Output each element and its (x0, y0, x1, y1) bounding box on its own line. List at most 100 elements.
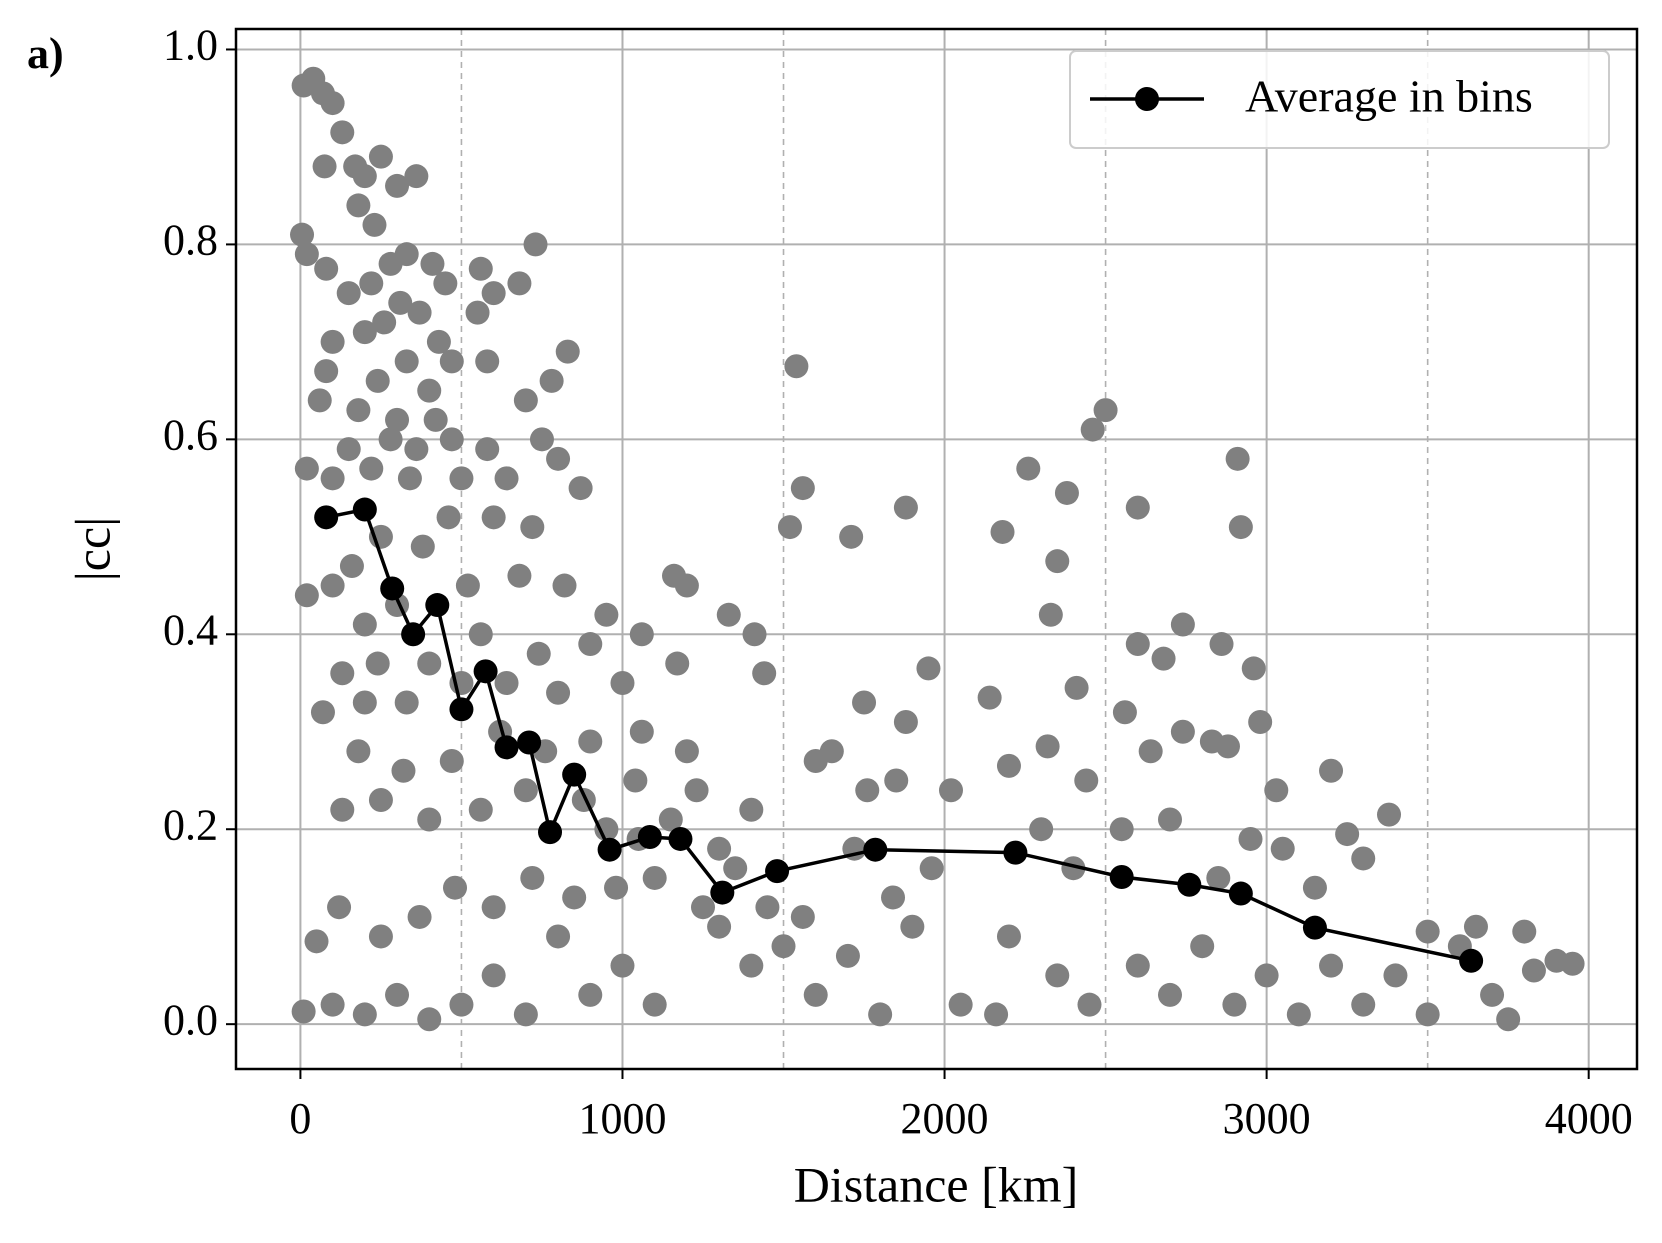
scatter-point (439, 349, 464, 374)
scatter-point (1016, 456, 1041, 481)
scatter-point (1335, 822, 1360, 847)
scatter-point (1319, 758, 1344, 783)
scatter-point (1109, 817, 1134, 842)
scatter-point (1270, 836, 1295, 861)
scatter-point (546, 446, 571, 471)
scatter-point (1038, 602, 1063, 627)
scatter-point (755, 895, 780, 920)
scatter-point (642, 865, 667, 890)
legend-marker (1135, 87, 1159, 111)
scatter-point (320, 573, 345, 598)
scatter-point (1158, 982, 1182, 1007)
scatter-point (385, 982, 410, 1007)
scatter-point (562, 885, 587, 910)
scatter-point (312, 154, 337, 179)
y-tick-label: 1.0 (163, 21, 218, 70)
scatter-point (835, 943, 860, 968)
average-point (765, 859, 790, 884)
scatter-point (1264, 778, 1289, 803)
scatter-point (752, 661, 777, 686)
average-point (449, 697, 474, 722)
scatter-point (1377, 802, 1402, 827)
scatter-point (1351, 992, 1376, 1017)
scatter-point (494, 466, 519, 491)
average-point (1228, 881, 1253, 906)
scatter-point (1383, 963, 1408, 988)
scatter-point (1125, 632, 1150, 657)
scatter-point (468, 797, 493, 822)
scatter-point (990, 519, 1015, 544)
scatter-point (938, 778, 963, 803)
scatter-point (1286, 1002, 1311, 1027)
average-point (1109, 864, 1134, 889)
scatter-point (520, 865, 545, 890)
scatter-point (385, 407, 410, 432)
x-tick-label: 1000 (578, 1094, 666, 1143)
x-tick-label: 4000 (1545, 1094, 1633, 1143)
scatter-point (294, 583, 319, 608)
scatter-point (352, 1002, 377, 1027)
scatter-point (1238, 826, 1263, 851)
scatter-point (449, 466, 474, 491)
scatter-point (674, 573, 699, 598)
scatter-point (1080, 417, 1105, 442)
scatter-point (658, 807, 683, 832)
scatter-point (803, 982, 828, 1007)
scatter-point (1222, 992, 1247, 1017)
scatter-point (307, 388, 332, 413)
scatter-point (346, 739, 371, 764)
scatter-point (365, 368, 390, 393)
scatter-point (1190, 934, 1215, 959)
scatter-point (475, 349, 500, 374)
scatter-point (481, 963, 506, 988)
scatter-point (723, 856, 748, 881)
scatter-point (513, 1002, 538, 1027)
scatter-point (852, 690, 877, 715)
scatter-point (948, 992, 973, 1017)
scatter-point (771, 934, 796, 959)
scatter-point (1241, 656, 1266, 681)
scatter-point (1302, 875, 1327, 900)
scatter-point (868, 1002, 893, 1027)
scatter-point (977, 685, 1002, 710)
average-point (352, 497, 377, 522)
scatter-point (594, 817, 619, 842)
scatter-point (1480, 982, 1505, 1007)
scatter-point (742, 622, 767, 647)
scatter-point (368, 787, 393, 812)
scatter-point (674, 739, 699, 764)
scatter-point (339, 554, 364, 579)
scatter-point (1351, 846, 1376, 871)
average-point (517, 730, 542, 755)
scatter-point (578, 982, 603, 1007)
average-point (597, 837, 622, 862)
scatter-point (465, 300, 490, 325)
scatter-point (1415, 1002, 1440, 1027)
average-point (538, 820, 563, 845)
scatter-point (996, 753, 1021, 778)
x-tick-label: 3000 (1223, 1094, 1311, 1143)
scatter-point (884, 768, 909, 793)
scatter-point (327, 895, 352, 920)
scatter-point (629, 719, 654, 744)
scatter-point (320, 329, 345, 354)
scatter-point (642, 992, 667, 1017)
scatter-point (1138, 739, 1163, 764)
scatter-point (481, 281, 506, 306)
scatter-point (443, 875, 468, 900)
scatter-point (513, 778, 538, 803)
scatter-point (410, 534, 435, 559)
x-tick-label: 0 (289, 1094, 311, 1143)
scatter-point (881, 885, 906, 910)
scatter-point (984, 1002, 1009, 1027)
scatter-point (433, 271, 458, 296)
scatter-point (407, 904, 432, 929)
scatter-point (394, 690, 419, 715)
scatter-point (839, 524, 864, 549)
scatter-point (1045, 549, 1070, 574)
scatter-point (455, 573, 480, 598)
scatter-point (468, 256, 493, 281)
scatter-point (368, 924, 393, 949)
scatter-point (362, 212, 387, 237)
average-point (668, 826, 693, 851)
